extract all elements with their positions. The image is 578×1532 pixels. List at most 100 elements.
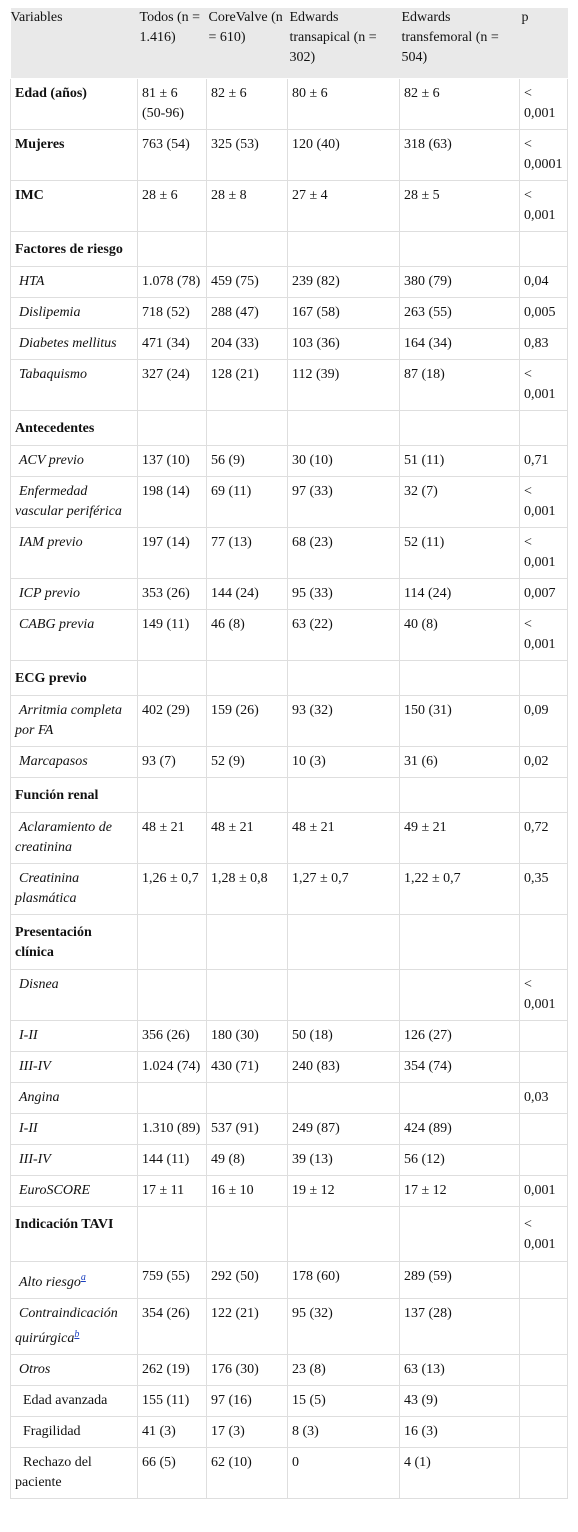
edwards-transfemoral-cell: 114 (24): [399, 578, 520, 610]
variable-cell: ACV previo: [10, 445, 138, 477]
variable-label: III-IV: [19, 1059, 51, 1074]
corevalve-cell: 288 (47): [206, 297, 288, 329]
variable-label: ECG previo: [15, 671, 87, 686]
variable-cell: Factores de riesgo: [10, 231, 138, 267]
todos-cell: 155 (11): [137, 1385, 207, 1418]
table-row: Disnea < 0,001: [10, 969, 568, 1021]
header-todos: Todos (n = 1.416): [137, 8, 207, 79]
corevalve-cell: 28 ± 8: [206, 180, 288, 232]
edwards-transapical-cell: 93 (32): [287, 695, 400, 747]
variable-cell: Dislipemia: [10, 297, 138, 329]
edwards-transapical-cell: 15 (5): [287, 1385, 400, 1418]
edwards-transapical-cell: 240 (83): [287, 1051, 400, 1083]
p-value-cell: < 0,001: [519, 359, 568, 411]
p-value-cell: 0,04: [519, 266, 568, 298]
table-row: IAM previo 197 (14) 77 (13) 68 (23) 52 (11) <…: [10, 527, 568, 579]
corevalve-cell: 180 (30): [206, 1020, 288, 1052]
variable-label: Rechazo del paciente: [15, 1455, 92, 1491]
table-row: Edad avanzada 155 (11) 97 (16) 15 (5) 43 (9): [10, 1385, 568, 1418]
edwards-transapical-cell: 0: [287, 1447, 400, 1500]
corevalve-cell: 292 (50): [206, 1261, 288, 1299]
header-edwards-transapical: Edwards transapical (n = 302): [287, 8, 400, 79]
edwards-transapical-cell: [287, 660, 400, 696]
variable-label: Mujeres: [15, 137, 65, 152]
table-row: Marcapasos 93 (7) 52 (9) 10 (3) 31 (6) 0,02: [10, 746, 568, 778]
corevalve-cell: 49 (8): [206, 1144, 288, 1176]
edwards-transapical-cell: 95 (33): [287, 578, 400, 610]
header-corevalve: CoreValve (n = 610): [206, 8, 288, 79]
edwards-transfemoral-cell: [399, 914, 520, 970]
corevalve-cell: 48 ± 21: [206, 812, 288, 864]
header-edwards-transfemoral: Edwards transfemoral (n = 504): [399, 8, 520, 79]
edwards-transapical-cell: 120 (40): [287, 129, 400, 181]
todos-cell: [137, 1082, 207, 1114]
todos-cell: [137, 660, 207, 696]
edwards-transfemoral-cell: 43 (9): [399, 1385, 520, 1418]
variable-label: Fragilidad: [23, 1424, 81, 1440]
corevalve-cell: 159 (26): [206, 695, 288, 747]
variable-label: CABG previa: [19, 617, 95, 632]
edwards-transfemoral-cell: 164 (34): [399, 328, 520, 360]
variable-cell: ICP previo: [10, 578, 138, 610]
p-value-cell: < 0,001: [519, 476, 568, 528]
table-row: Enfermedad vascular periférica 198 (14) 69…: [10, 476, 568, 528]
todos-cell: 17 ± 11: [137, 1175, 207, 1207]
edwards-transapical-cell: 239 (82): [287, 266, 400, 298]
variable-cell: Angina: [10, 1082, 138, 1114]
edwards-transapical-cell: 167 (58): [287, 297, 400, 329]
todos-cell: 28 ± 6: [137, 180, 207, 232]
corevalve-cell: [206, 1206, 288, 1262]
table-row: Fragilidad 41 (3) 17 (3) 8 (3) 16 (3): [10, 1416, 568, 1449]
variable-label: Tabaquismo: [19, 367, 87, 382]
section-header-row: Función renal: [10, 777, 568, 813]
table-row: Otros 262 (19) 176 (30) 23 (8) 63 (13): [10, 1354, 568, 1387]
edwards-transfemoral-cell: 354 (74): [399, 1051, 520, 1083]
edwards-transapical-cell: 19 ± 12: [287, 1175, 400, 1207]
p-value-cell: 0,72: [519, 812, 568, 864]
todos-cell: 41 (3): [137, 1416, 207, 1449]
variable-label: Dislipemia: [19, 305, 81, 320]
variable-cell: Diabetes mellitus: [10, 328, 138, 360]
variable-cell: ECG previo: [10, 660, 138, 696]
corevalve-cell: 17 (3): [206, 1416, 288, 1449]
variable-cell: Tabaquismo: [10, 359, 138, 411]
corevalve-cell: 537 (91): [206, 1113, 288, 1145]
todos-cell: [137, 410, 207, 446]
todos-cell: 356 (26): [137, 1020, 207, 1052]
todos-cell: 144 (11): [137, 1144, 207, 1176]
p-value-cell: [519, 660, 568, 696]
variable-label: I-II: [19, 1121, 38, 1136]
table-row: Rechazo del paciente 66 (5) 62 (10) 0 4 (1): [10, 1447, 568, 1500]
footnote-link[interactable]: a: [80, 1272, 86, 1283]
corevalve-cell: 204 (33): [206, 328, 288, 360]
p-value-cell: [519, 1113, 568, 1145]
corevalve-cell: 122 (21): [206, 1298, 288, 1356]
variable-cell: Mujeres: [10, 129, 138, 181]
variable-cell: III-IV: [10, 1144, 138, 1176]
footnote-link[interactable]: b: [74, 1328, 80, 1340]
todos-cell: 354 (26): [137, 1298, 207, 1356]
p-value-cell: 0,007: [519, 578, 568, 610]
section-header-row: Indicación TAVI < 0,001: [10, 1206, 568, 1262]
variable-cell: Disnea: [10, 969, 138, 1021]
p-value-cell: < 0,001: [519, 1206, 568, 1262]
corevalve-cell: 97 (16): [206, 1385, 288, 1418]
todos-cell: 1.024 (74): [137, 1051, 207, 1083]
edwards-transfemoral-cell: 150 (31): [399, 695, 520, 747]
footnote-marker: b: [74, 1327, 79, 1340]
edwards-transfemoral-cell: 31 (6): [399, 746, 520, 778]
corevalve-cell: 128 (21): [206, 359, 288, 411]
edwards-transfemoral-cell: 51 (11): [399, 445, 520, 477]
edwards-transapical-cell: [287, 231, 400, 267]
edwards-transfemoral-cell: 49 ± 21: [399, 812, 520, 864]
table-row: Angina 0,03: [10, 1082, 568, 1114]
table-row: EuroSCORE 17 ± 11 16 ± 10 19 ± 12 17 ± 12 0,0…: [10, 1175, 568, 1207]
todos-cell: 1,26 ± 0,7: [137, 863, 207, 915]
section-header-row: ECG previo: [10, 660, 568, 696]
p-value-cell: < 0,001: [519, 527, 568, 579]
corevalve-cell: 52 (9): [206, 746, 288, 778]
section-header-row: Presentación clínica: [10, 914, 568, 970]
variable-cell: HTA: [10, 266, 138, 298]
p-value-cell: [519, 1144, 568, 1176]
p-value-cell: < 0,001: [519, 180, 568, 232]
